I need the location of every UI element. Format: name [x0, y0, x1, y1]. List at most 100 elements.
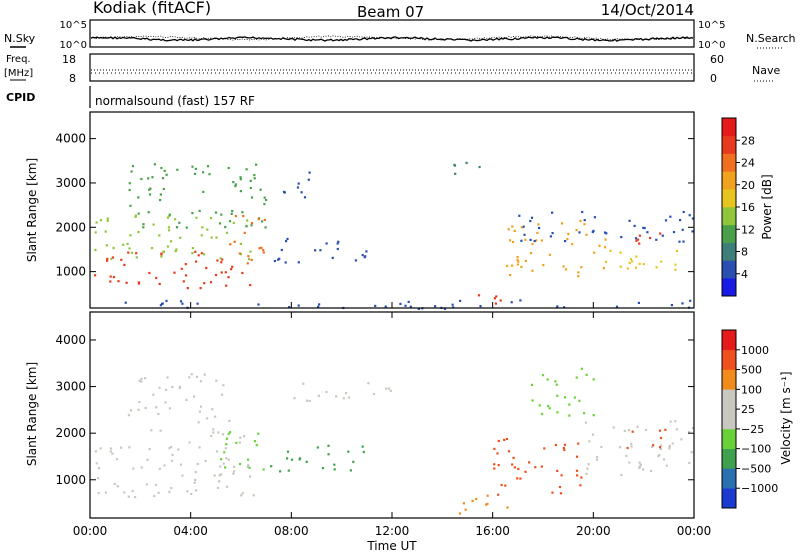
power-cell	[161, 302, 164, 305]
velocity-cell	[556, 394, 559, 397]
power-cell	[229, 243, 232, 246]
colorbar-segment	[722, 369, 736, 390]
power-cell	[564, 240, 567, 243]
velocity-cell	[197, 421, 200, 424]
power-cell	[331, 256, 334, 259]
power-cell	[451, 303, 454, 306]
power-cell	[196, 302, 199, 305]
power-cell	[135, 252, 138, 255]
nsearch-tick-top: 10^5	[698, 20, 725, 31]
velocity-cell	[97, 477, 100, 480]
velocity-cell	[345, 392, 348, 395]
velocity-cell	[178, 387, 181, 390]
velocity-cell	[627, 428, 630, 432]
velocity-cell	[335, 395, 338, 398]
velocity-cell	[575, 455, 579, 458]
power-cell	[150, 247, 154, 250]
power-cell	[230, 268, 233, 271]
velocity-cell	[493, 467, 496, 470]
power-cell	[542, 264, 545, 267]
power-cell	[524, 259, 527, 263]
power-cell	[243, 231, 246, 234]
velocity-cell	[554, 380, 557, 383]
power-cell	[300, 191, 303, 194]
power-cell	[642, 263, 645, 266]
x-tick-label: 00:00	[677, 524, 712, 538]
velocity-cell	[221, 433, 225, 436]
power-cell	[337, 240, 340, 243]
velocity-cell	[541, 374, 545, 377]
power-cell	[125, 281, 128, 284]
power-cell	[384, 305, 387, 308]
power-cell	[583, 219, 586, 222]
velocity-cell	[631, 430, 634, 433]
velocity-cell	[144, 406, 147, 410]
power-cell	[206, 165, 210, 168]
velocity-cell	[286, 450, 290, 453]
power-cell	[563, 306, 566, 309]
power-cell	[510, 301, 513, 304]
power-cell	[250, 222, 254, 225]
velocity-cell	[95, 462, 98, 465]
power-cell	[184, 274, 188, 277]
power-cell	[672, 231, 676, 234]
power-cell	[104, 230, 107, 233]
velocity-cell	[543, 447, 546, 450]
power-cell	[520, 226, 523, 229]
velocity-cell	[352, 460, 355, 463]
power-cell	[220, 261, 223, 264]
velocity-cell	[305, 399, 309, 402]
velocity-cell	[688, 430, 691, 434]
power-cell	[682, 240, 685, 243]
velocity-cell	[372, 392, 376, 396]
velocity-cell	[497, 439, 500, 443]
velocity-cell	[247, 458, 250, 461]
power-cell	[194, 250, 197, 253]
power-cell	[227, 276, 230, 279]
velocity-cell	[662, 458, 666, 461]
power-cell	[354, 259, 357, 262]
velocity-cell	[241, 492, 244, 495]
velocity-cell	[308, 399, 311, 403]
velocity-cell	[585, 373, 588, 376]
velocity-cell	[238, 441, 241, 444]
power-cell	[161, 177, 165, 180]
power-cell	[635, 255, 638, 258]
velocity-data-layer	[94, 367, 695, 515]
velocity-cell	[153, 494, 156, 498]
velocity-cell	[568, 403, 571, 406]
velocity-cell	[316, 446, 319, 449]
velocity-cell	[198, 446, 201, 449]
power-cell	[598, 244, 601, 247]
power-cell	[577, 271, 580, 274]
velocity-cell	[690, 451, 693, 454]
power-cell	[158, 234, 161, 237]
velocity-cell	[215, 450, 219, 453]
velocity-cell	[361, 445, 364, 448]
velocity-cell	[665, 464, 668, 467]
velocity-cell	[530, 383, 534, 386]
power-cell	[180, 267, 183, 270]
velocity-cell	[225, 443, 228, 446]
velocity-cell	[563, 443, 567, 446]
power-cell	[253, 174, 256, 177]
power-cell	[273, 259, 276, 263]
nave-tick-bottom: 0	[710, 72, 717, 85]
velocity-cell	[612, 426, 615, 429]
colorbar-tick-label: 1000	[741, 344, 769, 357]
power-cell	[530, 216, 534, 219]
power-cell	[314, 249, 317, 252]
power-cell	[137, 282, 141, 285]
colorbar-tick-label: 25	[741, 403, 755, 416]
power-cell	[670, 304, 673, 307]
velocity-cell	[585, 472, 588, 475]
colorbar-segment	[722, 389, 736, 410]
power-cell	[262, 251, 265, 254]
power-cell	[219, 257, 222, 260]
velocity-cell	[333, 468, 336, 471]
power-cell	[234, 183, 237, 186]
power-cell	[122, 243, 125, 246]
colorbar-segment	[722, 118, 736, 137]
power-cell	[94, 248, 97, 252]
power-cell	[163, 169, 166, 172]
